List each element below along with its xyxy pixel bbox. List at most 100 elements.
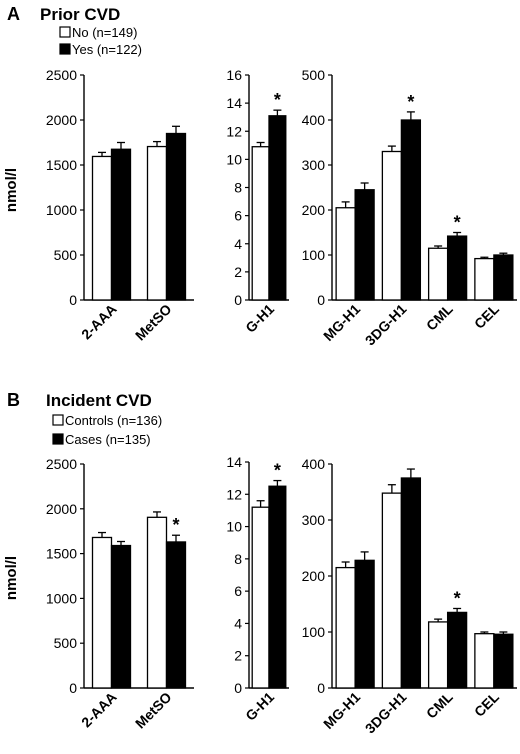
chart-3-y-tick-label: 0 [69,680,77,696]
chart-3-bar-open [146,516,168,689]
chart-4-significance-star: * [274,461,281,481]
chart-1-y-tick-label: 2 [234,264,242,280]
chart-3-y-tick-label: 2500 [46,456,77,472]
panel-b-legend-label-cases: Cases (n=135) [65,432,151,447]
chart-1-bar-filled [268,115,287,301]
chart-4-y-tick-label: 0 [234,680,242,696]
chart-5-bar-open [335,566,356,689]
chart-1-y-tick-label: 0 [234,292,242,308]
chart-0-bar-filled [110,148,132,301]
panel-a-chart-age-adducts: 0 100 200 300 400 500 MG-H1 * 3DG-H1 * CML CEL [302,67,517,348]
chart-1-y-tick-label: 10 [226,151,242,167]
chart-2-bar-filled [493,254,514,301]
chart-3-y-tick-label: 1000 [46,590,77,606]
chart-1-y-tick-label: 4 [234,236,242,252]
panel-a-title: Prior CVD [40,5,120,24]
chart-5-category-label: 3DG-H1 [362,689,410,737]
chart-2-bar-filled [446,235,468,301]
panel-b-legend-swatch-cases [52,433,64,445]
chart-2-bar-filled [354,189,375,301]
chart-2-significance-star: * [454,213,461,233]
chart-5-significance-star: * [454,588,461,608]
chart-5-bar-open [474,633,495,689]
chart-0-y-tick-label: 1000 [46,202,77,218]
chart-3-y-tick-label: 2000 [46,501,77,517]
panel-a-letter: A [7,4,20,24]
panel-a-legend-label-no: No (n=149) [72,25,137,40]
chart-0-y-tick-label: 2500 [46,67,77,83]
chart-2-category-label: MG-H1 [320,301,363,344]
chart-2-bar-open [427,247,449,301]
panel-b-chart-g-h1: 0 2 4 6 8 10 12 14 * G-H1 [226,454,289,724]
chart-2-y-tick-label: 0 [317,292,325,308]
chart-4-y-tick-label: 14 [226,454,242,470]
chart-5-bar-open [381,492,403,689]
chart-0-category-label: MetSO [132,301,175,344]
chart-1-bar-open [251,146,270,301]
chart-5-y-tick-label: 0 [317,680,325,696]
chart-2-bar-open [335,207,356,301]
chart-4-y-tick-label: 2 [234,648,242,664]
panel-a-legend-swatch-no [59,26,71,38]
chart-0-bar-open [91,155,113,301]
chart-3-y-tick-label: 500 [54,635,78,651]
panel-b-legend-label-controls: Controls (n=136) [65,413,162,428]
chart-3-category-label: 2-AAA [78,689,120,731]
chart-0-bar-filled [165,132,187,301]
chart-3-bar-filled [165,541,187,689]
panel-a-ylabel: nmol/l [3,168,20,212]
chart-5-y-tick-label: 100 [302,624,326,640]
chart-4-y-tick-label: 8 [234,551,242,567]
chart-3-bar-open [91,536,113,689]
panel-b-ylabel: nmol/l [3,556,20,600]
chart-3-bar-filled [110,544,132,689]
chart-2-y-tick-label: 100 [302,247,326,263]
panel-a-legend-swatch-yes [59,43,71,55]
chart-1-y-tick-label: 14 [226,95,242,111]
chart-5-bar-filled [493,633,514,689]
chart-2-category-label: CML [423,300,456,333]
chart-5-category-label: CEL [471,688,502,719]
chart-3-category-label: MetSO [132,689,175,732]
chart-4-y-tick-label: 12 [226,486,242,502]
chart-1-y-tick-label: 8 [234,180,242,196]
chart-4-y-tick-label: 10 [226,519,242,535]
chart-1-y-tick-label: 12 [226,123,242,139]
chart-1-y-tick-label: 16 [226,67,242,83]
panel-a-chart-amino-acids: 0 500 1000 1500 2000 2500 2-AAA MetSO [46,67,194,343]
panel-b-letter: B [7,390,20,410]
chart-5-bar-filled [354,559,375,689]
chart-5-bar-open [427,621,449,689]
chart-1-category-label: G-H1 [242,301,277,336]
panel-a-chart-g-h1: 0 2 4 6 8 10 12 14 16 * G-H1 [226,67,289,336]
chart-5-y-tick-label: 200 [302,568,326,584]
panel-b-legend-swatch-controls [52,414,64,426]
chart-5-y-tick-label: 400 [302,456,326,472]
panel-b-title: Incident CVD [46,391,152,410]
chart-2-y-tick-label: 500 [302,67,326,83]
chart-5-bar-filled [446,611,468,689]
chart-2-bar-filled [400,119,422,301]
chart-4-bar-open [251,506,270,689]
chart-5-y-tick-label: 300 [302,512,326,528]
panel-a-legend-label-yes: Yes (n=122) [72,42,142,57]
chart-0-category-label: 2-AAA [78,301,120,343]
chart-2-y-tick-label: 400 [302,112,326,128]
chart-3-y-tick-label: 1500 [46,546,77,562]
chart-0-bar-open [146,145,168,301]
chart-5-category-label: MG-H1 [320,689,363,732]
chart-0-y-tick-label: 1500 [46,157,77,173]
chart-5-category-label: CML [423,688,456,721]
chart-2-bar-open [381,150,403,301]
chart-2-category-label: CEL [471,300,502,331]
chart-4-bar-filled [268,485,287,689]
chart-2-significance-star: * [407,92,414,112]
chart-0-y-tick-label: 500 [54,247,78,263]
chart-5-bar-filled [400,477,422,689]
chart-0-y-tick-label: 0 [69,292,77,308]
chart-2-y-tick-label: 300 [302,157,326,173]
panel-b-chart-amino-acids: 0 500 1000 1500 2000 2500 2-AAA * MetSO [46,456,194,731]
chart-4-y-tick-label: 6 [234,583,242,599]
